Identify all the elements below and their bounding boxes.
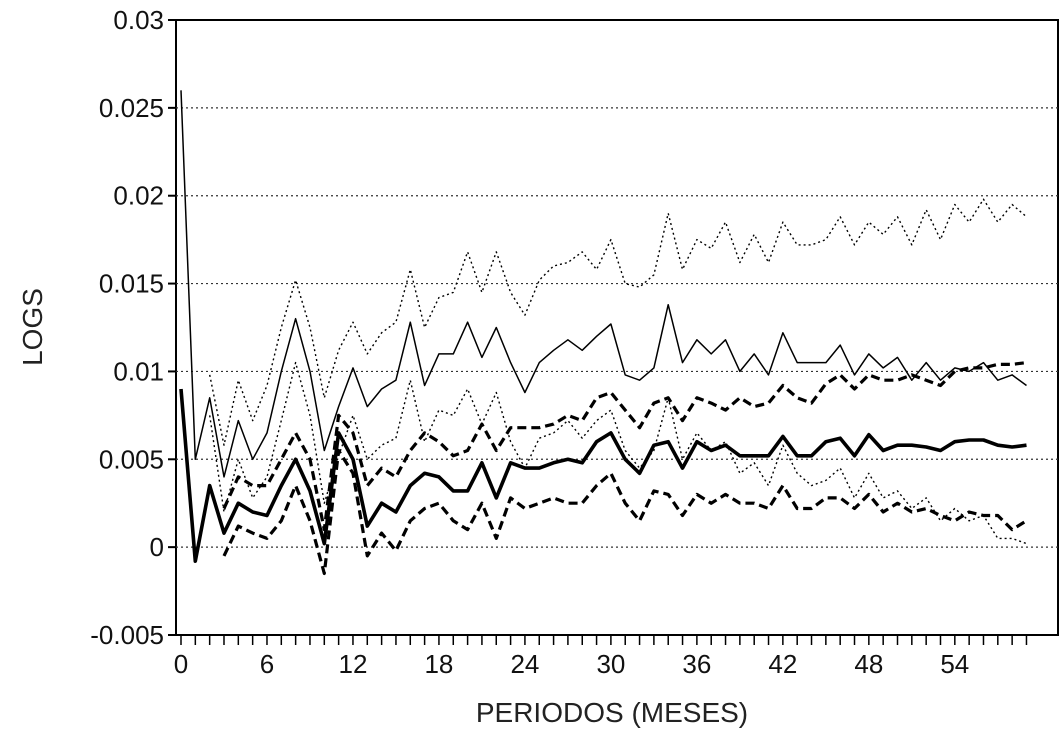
plot-frame: [175, 19, 1059, 636]
series-layer: [179, 90, 1028, 576]
x-tick-label: 42: [768, 649, 797, 679]
y-tick-label: 0.025: [99, 93, 164, 123]
y-tick-label: 0.005: [99, 444, 164, 474]
x-tick-label: 30: [596, 649, 625, 679]
grid-lines: [176, 107, 1058, 548]
x-tick-label: 12: [338, 649, 367, 679]
y-tick-label: -0.005: [90, 620, 164, 650]
y-tick-label: 0.015: [99, 269, 164, 299]
series-line-thin-solid: [180, 90, 1027, 478]
series-line-thick-solid: [179, 388, 1027, 563]
x-tick-label: 48: [854, 649, 883, 679]
series-line-thick-dashed: [222, 448, 1028, 576]
y-axis: -0.005 0 0.005 0.01 0.015 0.02 0.025 0.03: [90, 5, 176, 650]
x-axis-label: PERIODOS (MESES): [476, 697, 748, 728]
x-tick-label: 24: [510, 649, 539, 679]
y-tick-label: 0.01: [113, 356, 164, 386]
y-axis-label: LOGS: [17, 288, 48, 366]
x-tick-label: 6: [260, 649, 274, 679]
y-tick-label: 0.03: [113, 5, 164, 35]
series-line-thin-dotted: [209, 198, 1027, 446]
x-tick-label: 54: [940, 649, 969, 679]
x-tick-label: 0: [174, 649, 188, 679]
series-line-thin-dotted: [209, 361, 1027, 545]
series-line-thick-dashed: [222, 361, 1027, 532]
x-axis: 0 6 12 18 24 30 36 42 48 54: [174, 635, 1028, 679]
y-tick-label: 0: [150, 532, 164, 562]
x-tick-label: 18: [424, 649, 453, 679]
y-tick-label: 0.02: [113, 181, 164, 211]
x-tick-label: 36: [682, 649, 711, 679]
